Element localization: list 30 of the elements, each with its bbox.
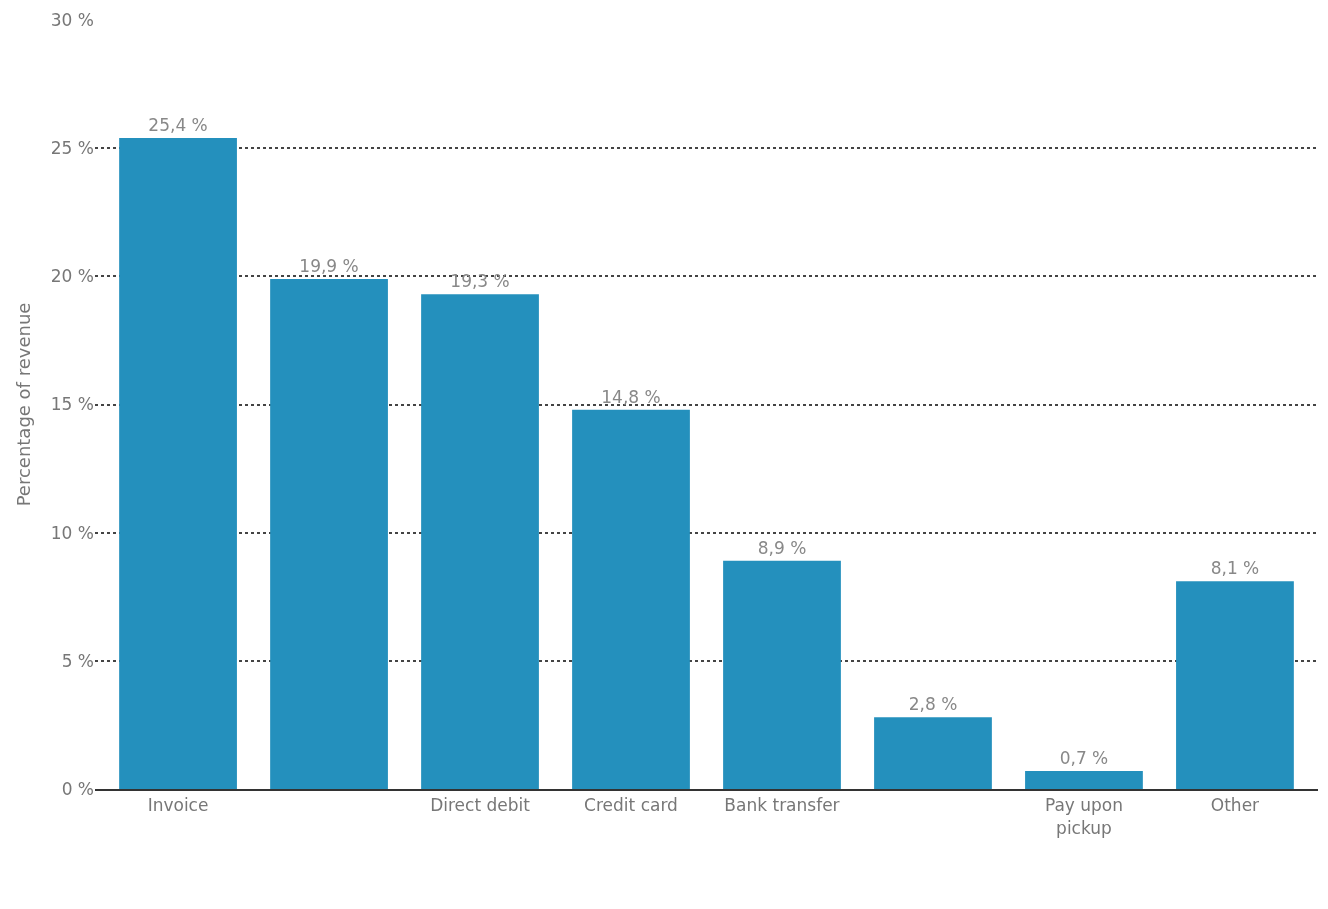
bar [119,137,237,789]
bar [874,717,992,789]
y-tick-label: 10 % [50,522,94,543]
data-label: 8,9 % [757,537,807,558]
bar [1176,581,1294,789]
y-tick-label: 30 % [50,9,94,30]
x-tick-label: Invoice [147,795,209,816]
bar [421,294,539,789]
y-tick-label: 0 % [61,778,94,799]
x-tick-label: Direct debit [430,795,531,816]
y-tick-label: 25 % [50,138,94,159]
bar [723,560,841,789]
x-tick-label: Pay upon pickup [1044,795,1124,838]
data-label: 8,1 % [1210,558,1260,579]
data-label: 14,8 % [601,386,661,407]
x-tick-label: Other [1210,795,1260,816]
x-tick-label: Credit card [584,795,678,816]
y-axis-title: Percentage of revenue [13,302,34,507]
data-label: 25,4 % [148,114,208,135]
bar [1025,771,1143,789]
data-label: 2,8 % [908,694,958,715]
y-tick-label: 20 % [50,266,94,287]
bar [572,409,690,789]
x-tick-label: Bank transfer [724,795,840,816]
data-label: 0,7 % [1059,748,1109,769]
data-label: 19,3 % [450,271,510,292]
data-label: 19,9 % [299,255,359,276]
y-tick-label: 15 % [50,394,94,415]
y-tick-label: 5 % [61,650,94,671]
bar [270,278,388,789]
